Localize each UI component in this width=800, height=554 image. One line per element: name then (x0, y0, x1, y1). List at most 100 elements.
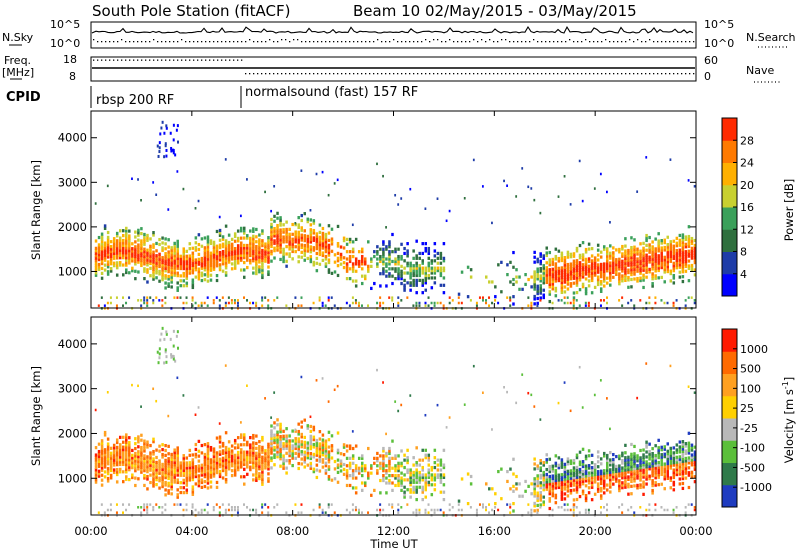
velocity-cell (385, 476, 388, 480)
power-cell (388, 245, 391, 249)
velocity-cell (270, 458, 273, 463)
power-cell (140, 304, 143, 307)
velocity-cell (224, 450, 228, 455)
power-cell (606, 247, 609, 251)
power-cell (684, 304, 687, 307)
velocity-cell (297, 422, 300, 426)
velocity-cell (660, 472, 663, 476)
power-cell (630, 246, 633, 250)
velocity-cell (227, 459, 231, 464)
velocity-cell (276, 433, 279, 437)
power-cell (176, 249, 179, 253)
velocity-cell (560, 506, 563, 509)
power-cell (122, 238, 125, 243)
power-cell (351, 296, 354, 299)
power-cell (258, 267, 261, 271)
velocity-cell (106, 472, 110, 476)
velocity-cell (512, 502, 515, 506)
velocity-cell (100, 468, 104, 472)
velocity-cell (261, 458, 264, 462)
freq-tick-low: 8 (69, 70, 76, 83)
nsearch-dot (517, 41, 519, 43)
power-cell (418, 271, 421, 275)
power-cell (351, 264, 355, 268)
velocity-cell (236, 445, 240, 450)
power-ylabel: Slant Range [km] (29, 160, 43, 260)
power-cell (403, 251, 406, 256)
velocity-cell (681, 486, 685, 491)
velocity-cell (143, 503, 146, 506)
velocity-cell (161, 467, 164, 471)
power-cell (264, 252, 267, 256)
power-cell (651, 277, 654, 281)
power-cell (618, 274, 621, 279)
power-cell (206, 240, 210, 244)
power-cell (152, 262, 155, 267)
velocity-cell (224, 508, 227, 512)
velocity-cell (155, 465, 158, 469)
velocity-cell (206, 476, 210, 480)
power-cell (376, 252, 379, 256)
power-cell (615, 270, 618, 274)
power-cell (606, 296, 609, 299)
velocity-cell (351, 474, 355, 478)
power-cell (539, 274, 542, 278)
velocity-cell (354, 506, 357, 509)
velocity-cell (312, 438, 316, 442)
power-cell (421, 283, 424, 287)
power-cell (200, 274, 204, 278)
velocity-cell (618, 471, 621, 475)
power-cell (206, 250, 210, 254)
power-cell (191, 304, 194, 307)
nsearch-dot (545, 41, 547, 43)
velocity-cell (354, 491, 358, 495)
power-cell (630, 260, 633, 264)
velocity-cell (494, 502, 497, 506)
power-cell (533, 294, 536, 299)
velocity-cell (137, 464, 140, 469)
velocity-cell (164, 463, 167, 467)
power-cell (357, 301, 360, 305)
velocity-cell (303, 418, 307, 422)
velocity-cell (252, 465, 255, 470)
power-cell (693, 251, 697, 255)
velocity-cell (206, 449, 210, 453)
velocity-cell (112, 458, 116, 462)
velocity-cell (140, 455, 143, 460)
velocity-cell (152, 457, 155, 461)
power-colorbar-label: Power [dB] (782, 179, 796, 242)
power-cell (500, 260, 503, 264)
velocity-cell (539, 498, 542, 502)
power-cell (94, 239, 98, 243)
nsearch-dot (253, 41, 255, 43)
velocity-cell (321, 448, 325, 452)
velocity-cell (140, 468, 143, 472)
power-cell (657, 249, 660, 253)
velocity-cell (385, 464, 388, 468)
nave-tick-low: 0 (704, 70, 711, 83)
power-cell (436, 269, 440, 273)
velocity-cell (609, 458, 612, 462)
power-cell (212, 245, 216, 249)
power-cell (191, 278, 195, 282)
power-cell (134, 230, 137, 234)
nsearch-dot (609, 41, 611, 43)
velocity-cell (309, 466, 313, 470)
power-cell (161, 260, 164, 265)
velocity-cell (439, 490, 443, 494)
power-cell (572, 271, 576, 276)
velocity-cell (621, 476, 624, 480)
power-cell (478, 296, 481, 299)
power-cell (236, 236, 240, 241)
velocity-cell (118, 467, 122, 471)
nsearch-dot (445, 41, 447, 43)
velocity-cell (684, 451, 688, 456)
power-cell (112, 261, 116, 265)
velocity-cell (252, 436, 255, 440)
nave-dot (257, 73, 259, 75)
velocity-cell (654, 458, 657, 463)
velocity-cell (379, 454, 382, 458)
power-cell (666, 255, 670, 259)
velocity-cell (131, 473, 134, 477)
power-cell (255, 259, 258, 263)
